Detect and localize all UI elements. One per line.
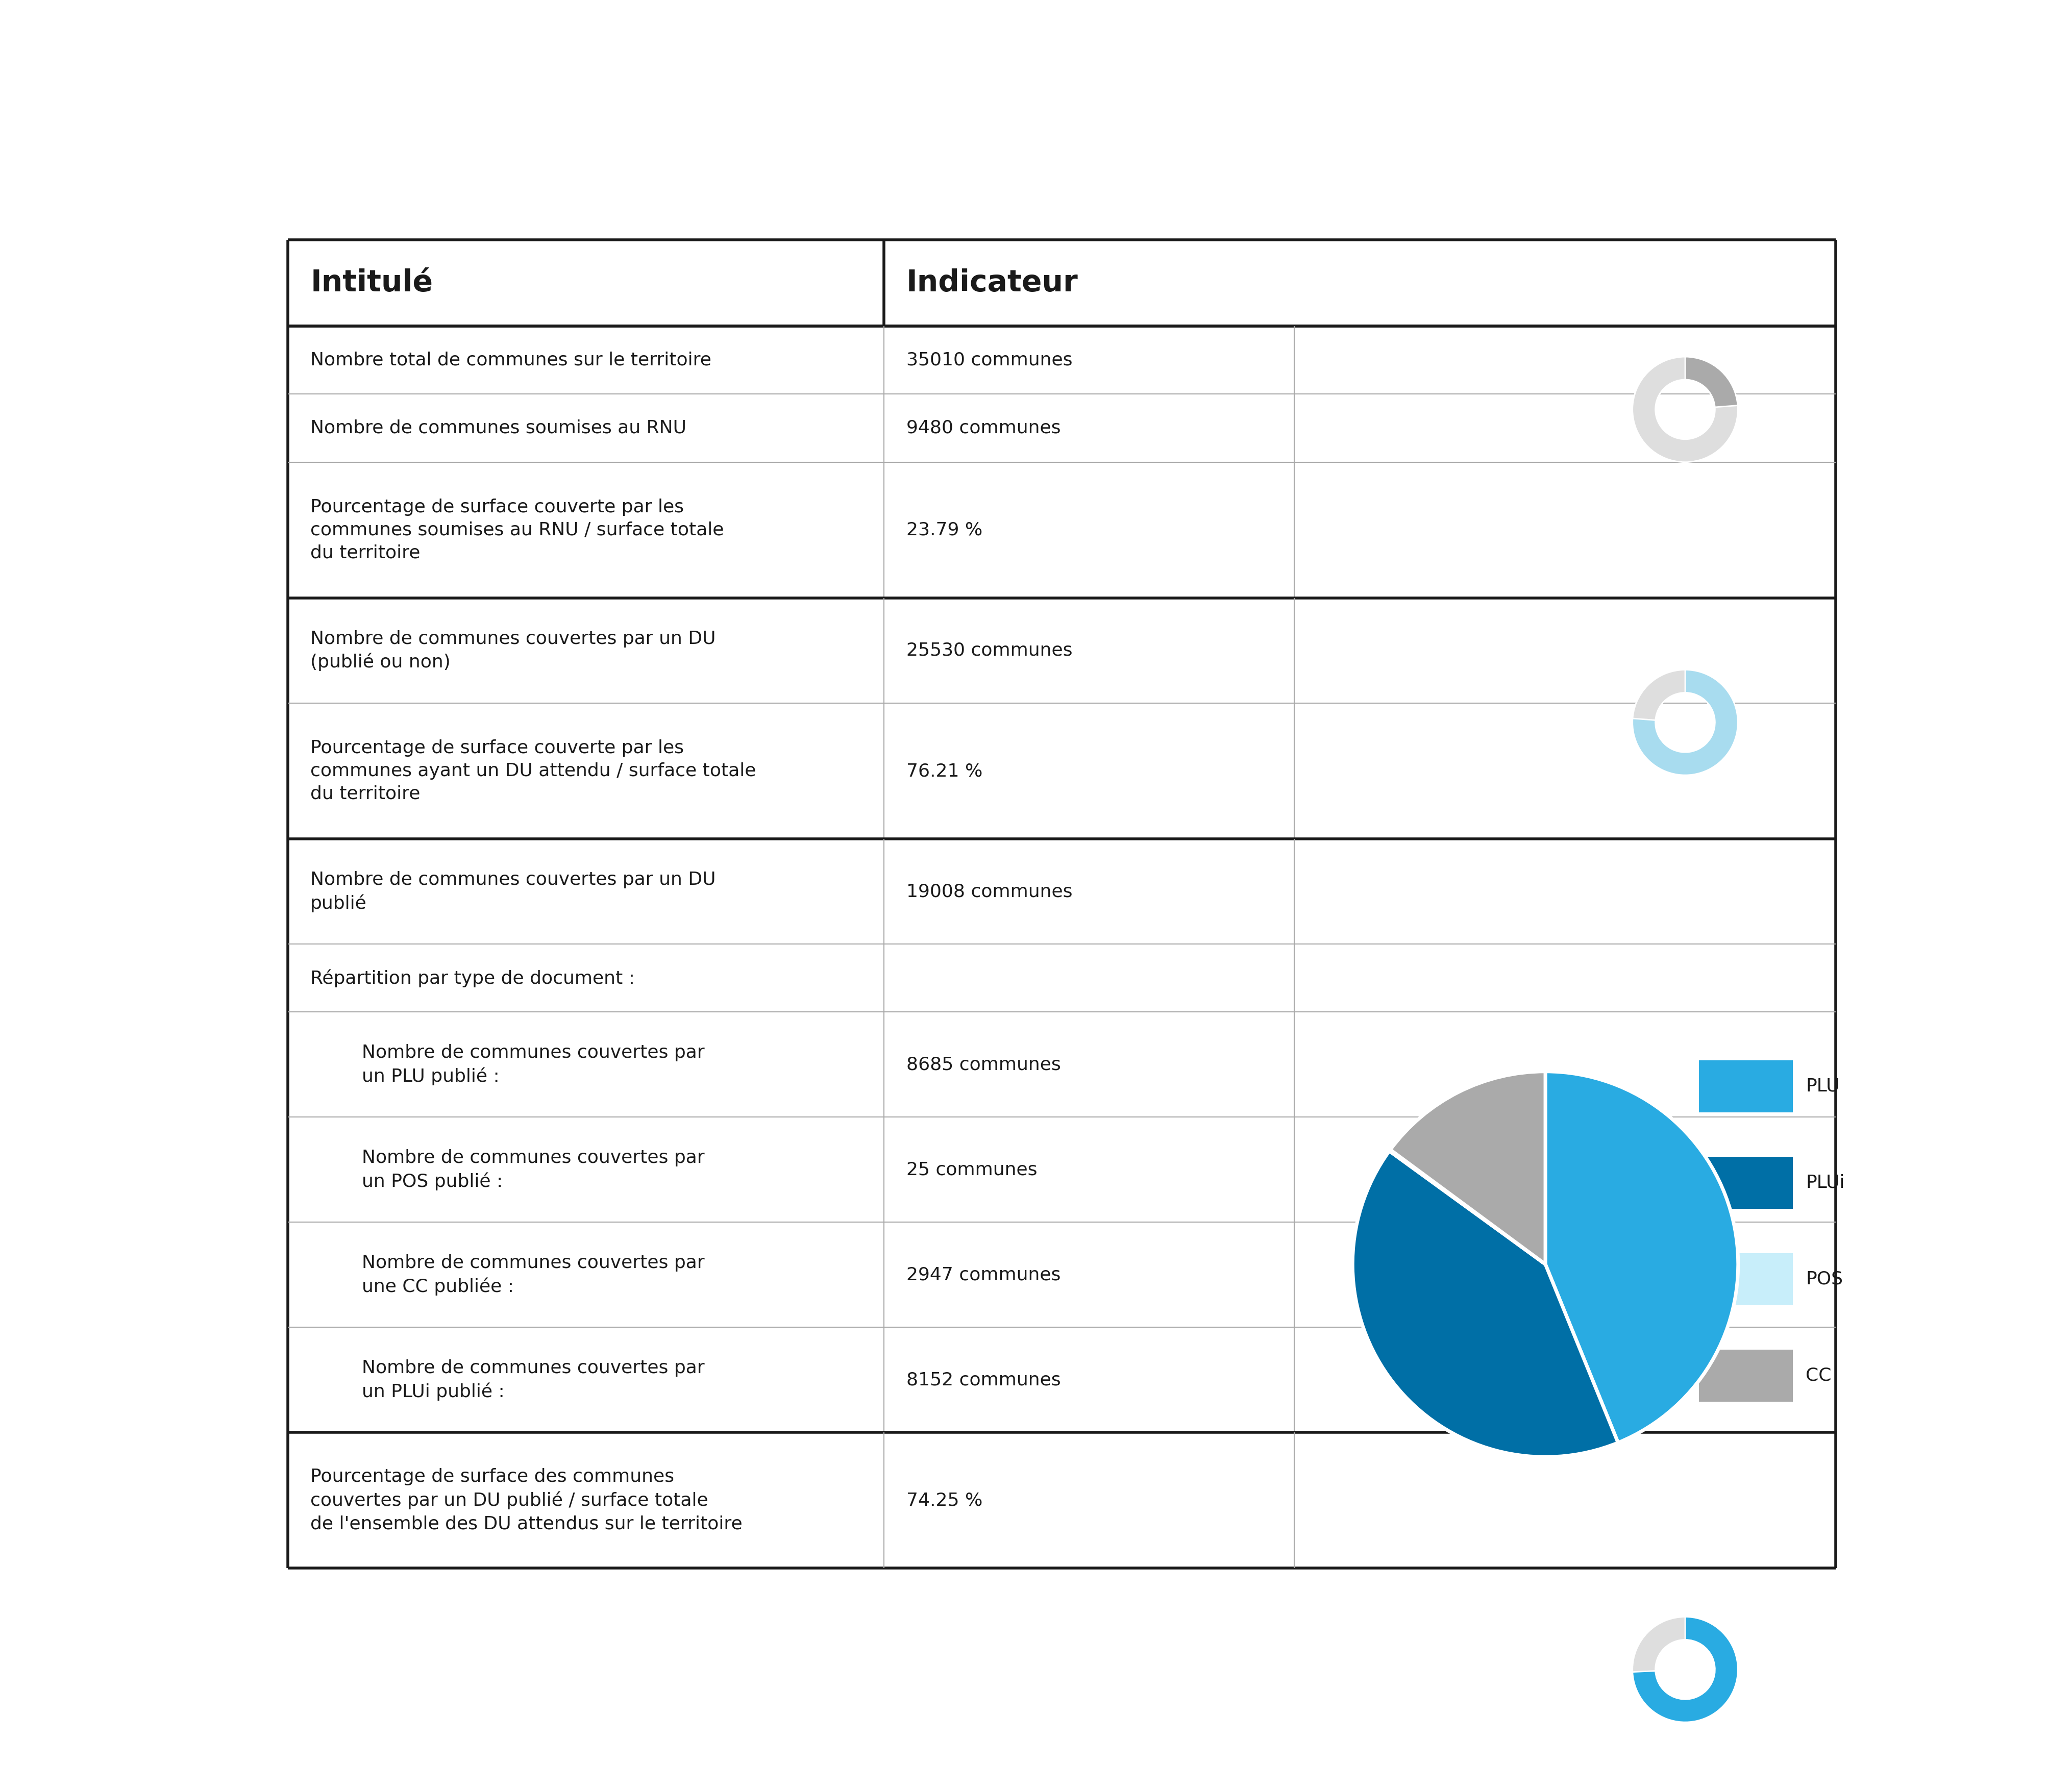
Text: Nombre de communes couvertes par un DU
(publié ou non): Nombre de communes couvertes par un DU (… <box>311 630 715 671</box>
Wedge shape <box>1390 1072 1546 1264</box>
Text: Pourcentage de surface couverte par les
communes ayant un DU attendu / surface t: Pourcentage de surface couverte par les … <box>311 739 756 802</box>
Wedge shape <box>1353 1151 1618 1457</box>
Text: CC: CC <box>1805 1368 1832 1384</box>
Wedge shape <box>1546 1072 1738 1443</box>
Text: 9480 communes: 9480 communes <box>905 419 1061 437</box>
Text: Indicateur: Indicateur <box>905 268 1077 297</box>
Wedge shape <box>1633 669 1738 775</box>
Wedge shape <box>1633 1616 1738 1722</box>
Text: Nombre de communes couvertes par un DU
publié: Nombre de communes couvertes par un DU p… <box>311 872 715 913</box>
Text: 74.25 %: 74.25 % <box>905 1491 982 1509</box>
Text: 76.21 %: 76.21 % <box>905 763 982 780</box>
Text: 8685 communes: 8685 communes <box>905 1056 1061 1074</box>
Wedge shape <box>1633 356 1738 462</box>
Text: 23.79 %: 23.79 % <box>905 521 982 539</box>
Text: 25530 communes: 25530 communes <box>905 643 1073 659</box>
Bar <box>1699 1060 1792 1112</box>
Text: Intitulé: Intitulé <box>311 268 433 297</box>
Text: 8152 communes: 8152 communes <box>905 1371 1061 1389</box>
Text: 25 communes: 25 communes <box>905 1162 1038 1178</box>
Text: 2947 communes: 2947 communes <box>905 1266 1061 1283</box>
Text: Pourcentage de surface des communes
couvertes par un DU publié / surface totale
: Pourcentage de surface des communes couv… <box>311 1468 742 1532</box>
Text: 35010 communes: 35010 communes <box>905 351 1073 369</box>
Wedge shape <box>1633 1616 1738 1722</box>
Bar <box>1699 1156 1792 1208</box>
Text: 19008 communes: 19008 communes <box>905 882 1073 900</box>
Text: Nombre total de communes sur le territoire: Nombre total de communes sur le territoi… <box>311 351 711 369</box>
Text: Nombre de communes couvertes par
un PLU publié :: Nombre de communes couvertes par un PLU … <box>363 1044 704 1085</box>
Text: Pourcentage de surface couverte par les
communes soumises au RNU / surface total: Pourcentage de surface couverte par les … <box>311 499 723 562</box>
Wedge shape <box>1685 356 1738 406</box>
Bar <box>1699 1350 1792 1402</box>
Text: Nombre de communes couvertes par
une CC publiée :: Nombre de communes couvertes par une CC … <box>363 1255 704 1296</box>
Text: Répartition par type de document :: Répartition par type de document : <box>311 968 634 986</box>
Wedge shape <box>1633 669 1738 775</box>
Wedge shape <box>1390 1149 1546 1264</box>
Text: Nombre de communes couvertes par
un PLUi publié :: Nombre de communes couvertes par un PLUi… <box>363 1359 704 1400</box>
Text: POS: POS <box>1805 1271 1842 1287</box>
Text: Nombre de communes soumises au RNU: Nombre de communes soumises au RNU <box>311 419 686 437</box>
Bar <box>1699 1253 1792 1305</box>
Text: PLU: PLU <box>1805 1078 1840 1095</box>
Text: PLUi: PLUi <box>1805 1174 1844 1192</box>
Text: Nombre de communes couvertes par
un POS publié :: Nombre de communes couvertes par un POS … <box>363 1149 704 1190</box>
